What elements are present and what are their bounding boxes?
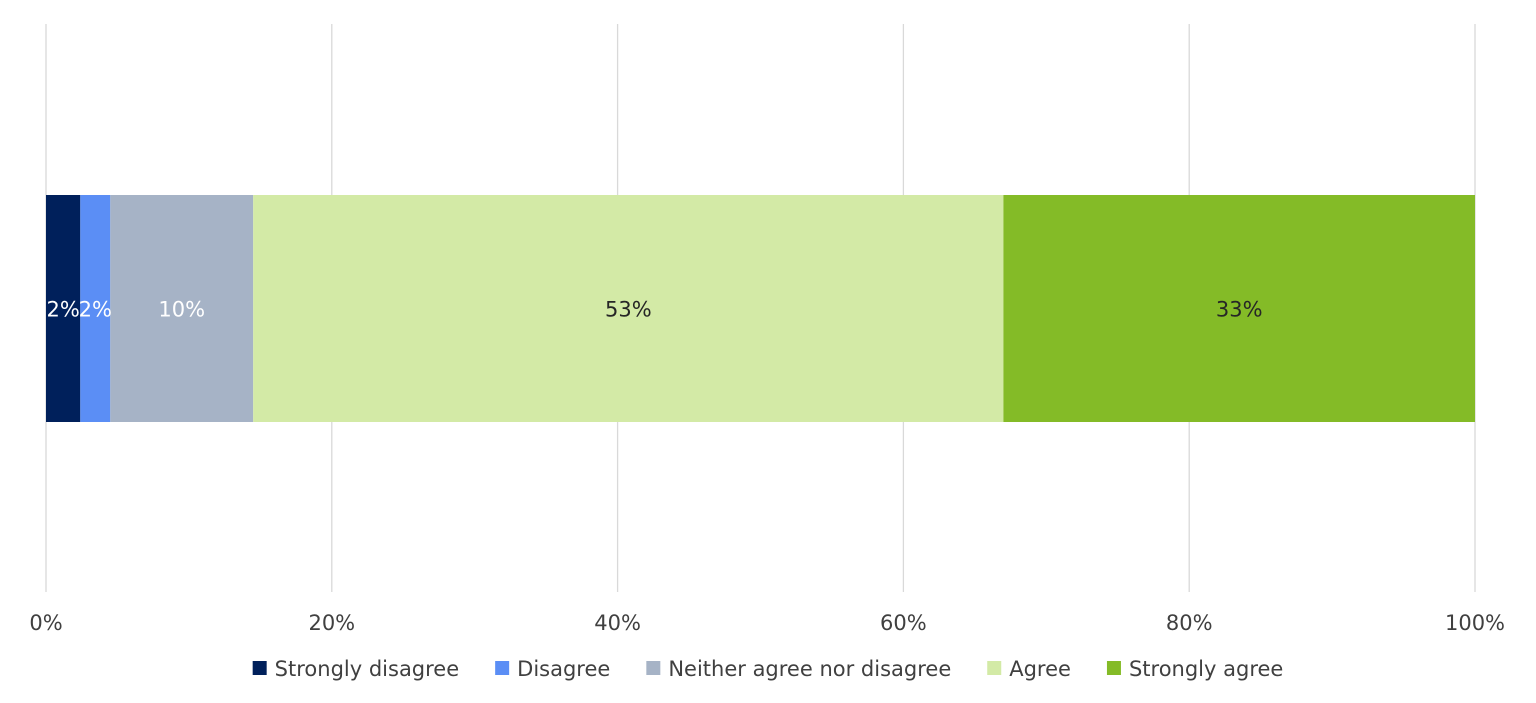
legend-swatch [495, 661, 510, 675]
data-label: 33% [1216, 298, 1263, 322]
legend-label: Disagree [517, 657, 610, 681]
x-tick-label: 0% [29, 611, 62, 635]
legend-item: Neither agree nor disagree [646, 657, 951, 681]
legend-item: Disagree [495, 657, 610, 681]
x-tick-label: 60% [880, 611, 927, 635]
legend-item: Agree [987, 657, 1071, 681]
data-label: 2% [46, 298, 79, 322]
bar-segment [46, 195, 81, 422]
data-labels: 2%2% 10% 53% 33% [46, 298, 1262, 322]
x-axis-ticks: 0% 20% 40% 60% 80% 100% [29, 611, 1505, 635]
bar-segment [80, 195, 111, 422]
legend: Strongly disagree Disagree Neither agree n… [252, 657, 1283, 681]
x-tick-label: 80% [1166, 611, 1213, 635]
bar-segment [253, 195, 1004, 422]
data-label: 10% [158, 298, 205, 322]
x-tick-label: 40% [594, 611, 641, 635]
bar-segment [110, 195, 254, 422]
legend-swatch [987, 661, 1002, 675]
legend-label: Neither agree nor disagree [668, 657, 951, 681]
legend-label: Strongly agree [1129, 657, 1283, 681]
legend-label: Strongly disagree [275, 657, 459, 681]
x-tick-label: 20% [308, 611, 355, 635]
legend-item: Strongly disagree [252, 657, 459, 681]
legend-swatch [1106, 661, 1121, 675]
data-label: 53% [605, 298, 652, 322]
legend-swatch [646, 661, 661, 675]
bar-segments [46, 195, 1475, 422]
x-tick-label: 100% [1445, 611, 1505, 635]
data-label: 2% [79, 298, 112, 322]
legend-label: Agree [1009, 657, 1071, 681]
legend-swatch [252, 661, 267, 675]
bar-segment [1003, 195, 1475, 422]
legend-item: Strongly agree [1106, 657, 1283, 681]
